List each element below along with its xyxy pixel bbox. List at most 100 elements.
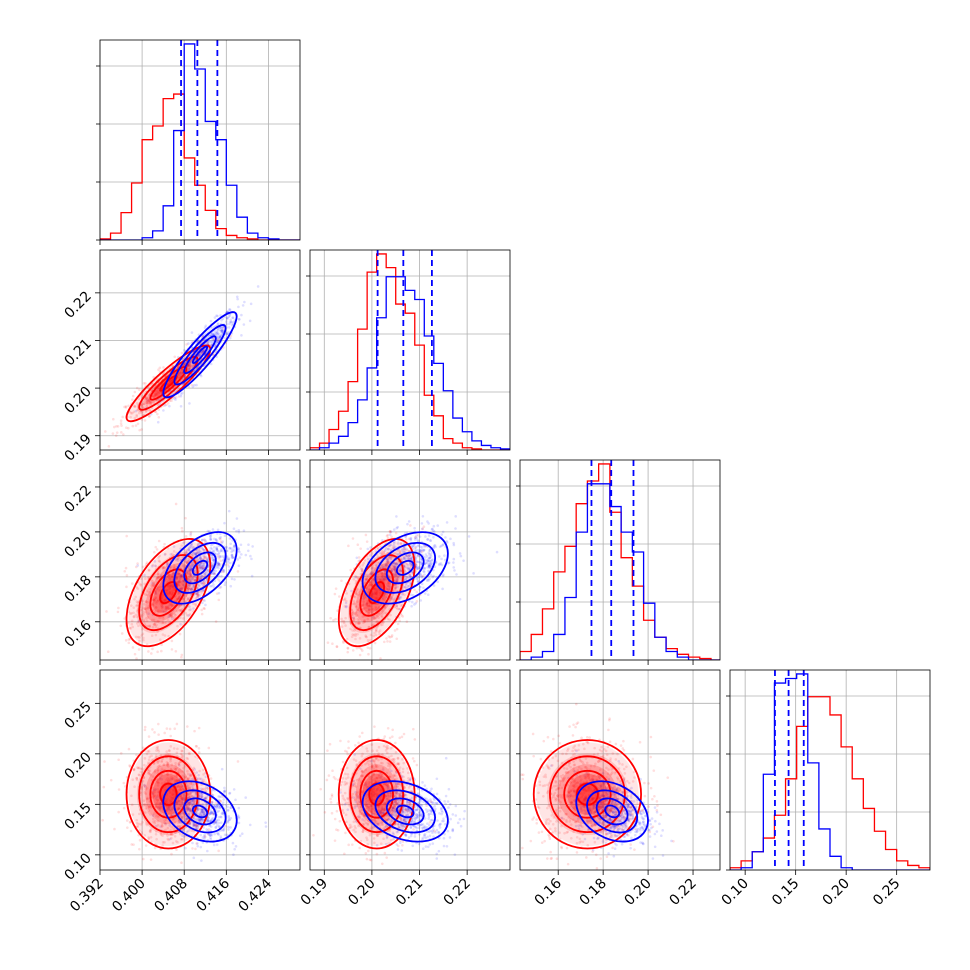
scatter-point bbox=[238, 318, 241, 321]
scatter-point bbox=[201, 601, 204, 605]
scatter-point bbox=[156, 412, 159, 416]
scatter-point bbox=[206, 829, 209, 832]
scatter-point bbox=[191, 803, 195, 807]
scatter-point bbox=[195, 551, 199, 554]
scatter-point bbox=[200, 566, 203, 569]
scatter-point bbox=[227, 557, 230, 561]
scatter-point bbox=[409, 575, 413, 579]
scatter-point bbox=[230, 555, 234, 559]
scatter-point bbox=[189, 791, 193, 795]
scatter-point bbox=[374, 596, 378, 599]
scatter-point bbox=[211, 528, 215, 531]
scatter-point bbox=[216, 338, 220, 341]
scatter-point bbox=[131, 394, 135, 398]
scatter-point bbox=[188, 773, 192, 776]
scatter-point bbox=[206, 819, 210, 822]
panel-0-0 bbox=[96, 39, 301, 245]
scatter-point bbox=[225, 322, 229, 326]
scatter-point bbox=[140, 577, 143, 580]
scatter-point bbox=[191, 841, 194, 845]
scatter-point bbox=[154, 824, 158, 828]
scatter-point bbox=[401, 615, 405, 618]
scatter-point bbox=[185, 614, 189, 617]
scatter-point bbox=[344, 599, 348, 603]
scatter-point bbox=[384, 565, 387, 568]
scatter-point bbox=[169, 380, 173, 383]
scatter-point bbox=[225, 332, 229, 336]
scatter-point bbox=[194, 592, 198, 595]
scatter-point bbox=[154, 591, 157, 595]
scatter-point bbox=[240, 832, 244, 836]
scatter-point bbox=[115, 424, 118, 428]
scatter-point bbox=[183, 815, 187, 818]
scatter-point bbox=[201, 335, 205, 338]
scatter-point bbox=[381, 623, 384, 626]
scatter-point bbox=[440, 563, 444, 567]
scatter-point bbox=[187, 364, 191, 368]
scatter-point bbox=[418, 575, 422, 578]
scatter-point bbox=[215, 804, 219, 808]
scatter-point bbox=[221, 329, 224, 332]
scatter-point bbox=[205, 568, 209, 572]
scatter-point bbox=[174, 396, 178, 399]
scatter-point bbox=[374, 608, 378, 611]
scatter-point bbox=[168, 592, 172, 596]
scatter-point bbox=[432, 544, 436, 548]
scatter-point bbox=[219, 540, 223, 544]
scatter-point bbox=[166, 383, 169, 386]
scatter-point bbox=[188, 570, 192, 573]
scatter-point bbox=[167, 382, 170, 385]
scatter-point bbox=[342, 598, 346, 602]
scatter-point bbox=[230, 577, 234, 581]
scatter-point bbox=[431, 558, 434, 561]
scatter-point bbox=[419, 572, 422, 576]
scatter-point bbox=[409, 561, 412, 565]
scatter-point bbox=[198, 353, 201, 357]
scatter-point bbox=[375, 597, 379, 601]
scatter-point bbox=[217, 591, 221, 595]
scatter-point bbox=[428, 556, 432, 559]
scatter-point bbox=[180, 544, 183, 547]
scatter-point bbox=[367, 601, 370, 605]
density-fill bbox=[145, 362, 192, 405]
scatter-point bbox=[180, 391, 184, 395]
scatter-point bbox=[332, 618, 335, 622]
scatter-point bbox=[367, 625, 371, 629]
scatter-point bbox=[197, 818, 201, 822]
scatter-point bbox=[371, 592, 375, 596]
scatter-point bbox=[199, 557, 203, 560]
scatter-point bbox=[176, 800, 180, 803]
scatter-point bbox=[264, 821, 267, 824]
scatter-point bbox=[428, 561, 431, 564]
scatter-point bbox=[345, 637, 349, 641]
scatter-point bbox=[397, 578, 400, 582]
scatter-point bbox=[352, 616, 356, 620]
scatter-point bbox=[225, 332, 229, 335]
scatter-point bbox=[147, 650, 150, 653]
scatter-point bbox=[427, 563, 431, 566]
scatter-point bbox=[373, 587, 376, 591]
scatter-point bbox=[148, 414, 151, 418]
scatter-point bbox=[190, 383, 194, 387]
scatter-point bbox=[178, 370, 182, 373]
scatter-point bbox=[197, 591, 200, 594]
scatter-point bbox=[147, 568, 151, 572]
scatter-point bbox=[210, 833, 214, 837]
scatter-point bbox=[142, 402, 146, 406]
scatter-point bbox=[140, 627, 144, 631]
scatter-point bbox=[164, 589, 168, 593]
scatter-point bbox=[210, 547, 214, 551]
scatter-point bbox=[143, 607, 147, 611]
scatter-point bbox=[408, 553, 411, 557]
scatter-point bbox=[424, 558, 428, 562]
scatter-point bbox=[219, 549, 223, 553]
scatter-point bbox=[178, 632, 182, 636]
scatter-point bbox=[190, 544, 193, 547]
scatter-point bbox=[179, 404, 183, 408]
scatter-point bbox=[167, 604, 170, 608]
scatter-point bbox=[192, 856, 196, 860]
scatter-point bbox=[237, 547, 241, 551]
scatter-point bbox=[208, 812, 212, 816]
scatter-point bbox=[196, 824, 200, 827]
scatter-point bbox=[237, 530, 241, 534]
